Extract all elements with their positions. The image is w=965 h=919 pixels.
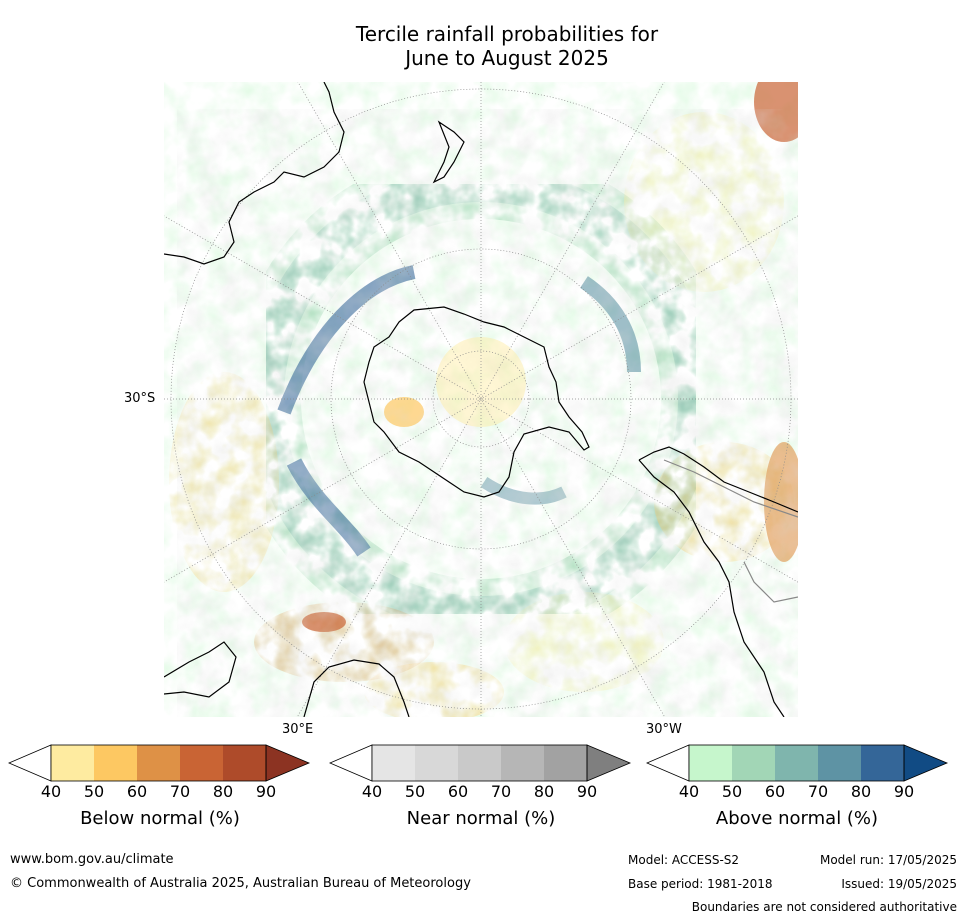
above-tick-label: 50 <box>721 782 743 801</box>
above-tick-label: 40 <box>678 782 700 801</box>
below-swatch <box>223 745 266 781</box>
below-swatch <box>51 745 94 781</box>
longitude-label-west: 30°W <box>646 722 682 737</box>
colorbar-above-normal <box>646 744 949 782</box>
below-tick-label: 90 <box>255 782 277 801</box>
above-swatch <box>732 745 775 781</box>
above-swatch <box>861 745 904 781</box>
colorbar-below-normal-label: Below normal (%) <box>80 808 240 829</box>
above-swatch <box>818 745 861 781</box>
near-tick-label: 40 <box>361 782 383 801</box>
above-swatch <box>689 745 732 781</box>
below-tick-label: 70 <box>169 782 191 801</box>
above-tick-label: 80 <box>850 782 872 801</box>
colorbar-below-normal <box>8 744 311 782</box>
above-tick-label: 60 <box>764 782 786 801</box>
above-swatch <box>775 745 818 781</box>
above-over-triangle <box>903 744 949 782</box>
antarctica-coastline <box>363 306 590 498</box>
near-tick-label: 70 <box>490 782 512 801</box>
near-tick-label: 80 <box>533 782 555 801</box>
footer-model: Model: ACCESS-S2 <box>628 853 740 867</box>
near-swatch <box>372 745 415 781</box>
below-over-triangle <box>265 744 311 782</box>
near-under-triangle <box>329 744 373 782</box>
title-line-2: June to August 2025 <box>405 46 609 70</box>
below-tick-label: 40 <box>40 782 62 801</box>
africa-coastline <box>303 659 410 717</box>
south-america-coastline <box>638 446 798 513</box>
footer-disclaimer: Boundaries are not considered authoritat… <box>691 900 957 914</box>
map-title: Tercile rainfall probabilities for June … <box>0 22 965 70</box>
footer-base-period: Base period: 1981-2018 <box>628 877 773 891</box>
below-swatch <box>180 745 223 781</box>
above-tick-label: 90 <box>893 782 915 801</box>
near-tick-label: 90 <box>576 782 598 801</box>
near-swatch <box>458 745 501 781</box>
title-line-1: Tercile rainfall probabilities for <box>355 22 659 46</box>
footer-issued: Issued: 19/05/2025 <box>841 877 957 891</box>
below-tick-label: 60 <box>126 782 148 801</box>
longitude-label-east: 30°E <box>282 722 314 737</box>
above-tick-label: 70 <box>807 782 829 801</box>
footer-copyright: © Commonwealth of Australia 2025, Austra… <box>10 876 471 891</box>
footer-url[interactable]: www.bom.gov.au/climate <box>10 852 174 867</box>
colorbar-above-normal-label: Above normal (%) <box>715 808 879 829</box>
below-tick-label: 80 <box>212 782 234 801</box>
rainfall-probability-map <box>164 82 798 717</box>
near-tick-label: 60 <box>447 782 469 801</box>
near-swatch <box>415 745 458 781</box>
below-swatch <box>137 745 180 781</box>
graticule <box>164 82 798 717</box>
below-under-triangle <box>8 744 52 782</box>
coastlines <box>164 82 798 717</box>
near-swatch <box>544 745 587 781</box>
colorbar-near-normal <box>329 744 632 782</box>
above-under-triangle <box>646 744 690 782</box>
near-swatch <box>501 745 544 781</box>
latitude-label: 30°S <box>124 391 156 406</box>
below-tick-label: 50 <box>83 782 105 801</box>
colorbar-near-normal-label: Near normal (%) <box>406 808 556 829</box>
probability-shading <box>164 82 798 717</box>
new-zealand-coastline <box>432 120 465 184</box>
australia-coastline <box>164 82 345 265</box>
near-over-triangle <box>586 744 632 782</box>
near-tick-label: 50 <box>404 782 426 801</box>
below-swatch <box>94 745 137 781</box>
footer-model-run: Model run: 17/05/2025 <box>819 853 957 867</box>
